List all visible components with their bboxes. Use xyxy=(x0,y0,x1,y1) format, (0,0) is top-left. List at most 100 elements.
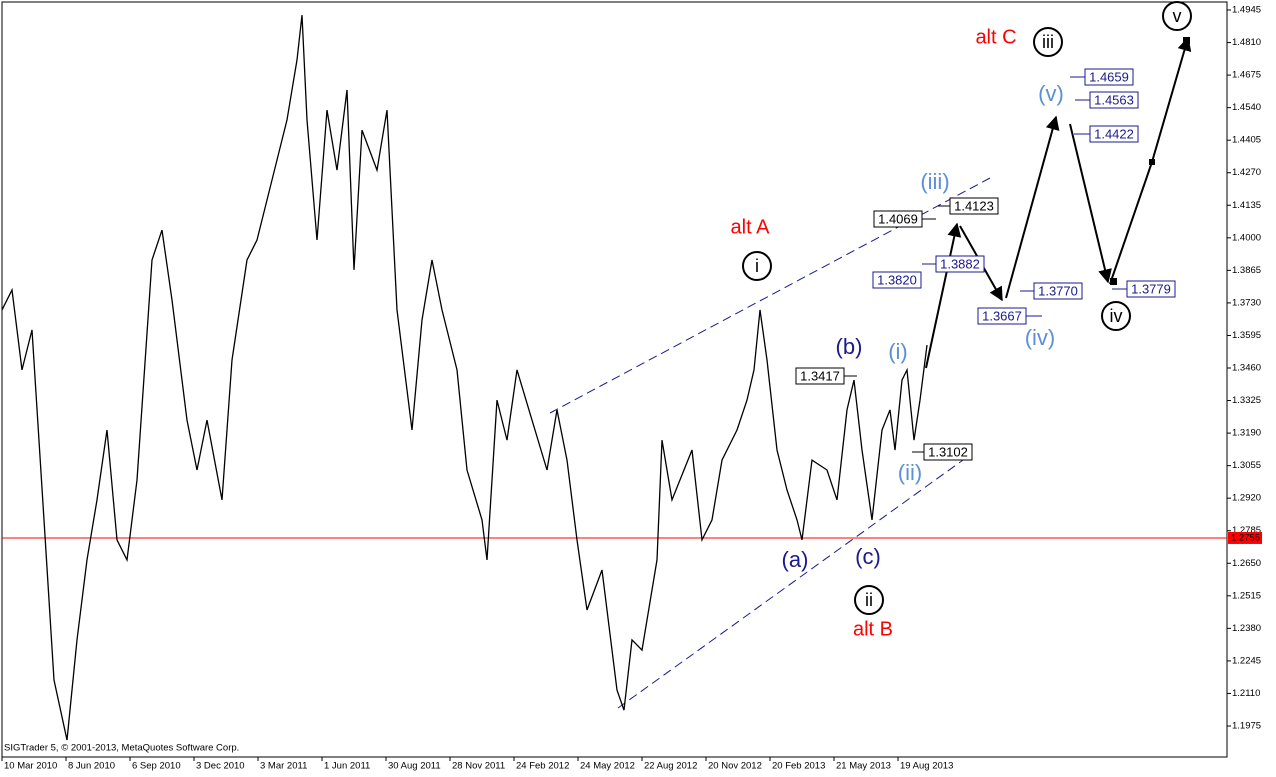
price-box xyxy=(873,210,923,228)
x-tick-label: 22 Aug 2012 xyxy=(644,761,697,772)
x-tick-label: 3 Mar 2011 xyxy=(260,761,307,772)
price-box xyxy=(872,271,922,289)
price-box-label: 1.3102 xyxy=(928,444,968,459)
watermark: SIGTrader 5, © 2001-2013, MetaQuotes Sof… xyxy=(4,743,239,754)
wave-circle xyxy=(742,251,772,281)
wave-label: (v) xyxy=(1038,81,1064,106)
y-tick-label: 1.2245 xyxy=(1232,655,1261,666)
y-tick-label: 1.2650 xyxy=(1232,558,1261,569)
price-box-label: 1.4422 xyxy=(1094,126,1134,141)
price-box-label: 1.4069 xyxy=(878,211,918,226)
price-box xyxy=(1033,282,1083,300)
price-box xyxy=(1089,125,1139,143)
wave-label: (iii) xyxy=(920,169,949,194)
arrow xyxy=(1069,123,1112,284)
arrow xyxy=(1005,115,1060,299)
wave-label: v xyxy=(1173,6,1182,26)
price-box-label: 1.4659 xyxy=(1089,69,1129,84)
y-tick-label: 1.4405 xyxy=(1232,135,1261,146)
x-tick-label: 1 Jun 2011 xyxy=(324,761,370,772)
y-tick-label: 1.4810 xyxy=(1232,37,1261,48)
y-tick-label: 1.3325 xyxy=(1232,395,1261,406)
y-tick-label: 1.3190 xyxy=(1232,428,1261,439)
wave-label: i xyxy=(755,256,759,276)
wave-label: (c) xyxy=(855,544,881,569)
price-box xyxy=(949,197,999,215)
price-box xyxy=(1089,91,1139,109)
price-box-label: 1.3882 xyxy=(940,256,980,271)
y-tick-label: 1.1975 xyxy=(1232,721,1261,732)
x-tick-label: 6 Sep 2010 xyxy=(132,761,181,772)
y-tick-label: 1.2110 xyxy=(1232,688,1260,699)
x-tick-label: 21 May 2013 xyxy=(836,761,891,772)
y-tick-label: 1.3865 xyxy=(1232,265,1261,276)
y-tick-label: 1.4675 xyxy=(1232,70,1261,81)
y-tick-label: 1.4135 xyxy=(1232,200,1261,211)
wave-label: alt A xyxy=(731,216,771,238)
y-tick-label: 1.3730 xyxy=(1232,297,1261,308)
x-tick-label: 30 Aug 2011 xyxy=(388,761,441,772)
plot-frame xyxy=(1,1,1228,758)
y-tick-label: 1.2515 xyxy=(1232,590,1261,601)
price-series xyxy=(1,15,928,741)
x-tick-label: 19 Aug 2013 xyxy=(900,761,953,772)
y-tick-label: 1.4270 xyxy=(1232,167,1261,178)
y-tick-label: 1.2920 xyxy=(1232,493,1261,504)
x-tick-label: 24 Feb 2012 xyxy=(516,761,569,772)
y-tick-label: 1.2785 xyxy=(1232,525,1261,536)
price-box xyxy=(977,307,1027,325)
waypoint xyxy=(1149,159,1155,165)
x-tick-label: 3 Dec 2010 xyxy=(196,761,245,772)
lower-channel xyxy=(617,454,971,709)
wave-label: iv xyxy=(1110,306,1123,326)
price-box-label: 1.4563 xyxy=(1094,92,1134,107)
x-tick-label: 28 Nov 2011 xyxy=(452,761,505,772)
waypoint xyxy=(1183,37,1190,44)
price-box-label: 1.3820 xyxy=(877,272,917,287)
price-box xyxy=(795,367,845,385)
y-tick-label: 1.4540 xyxy=(1232,102,1261,113)
wave-label: ii xyxy=(865,590,873,610)
waypoint xyxy=(1110,278,1117,285)
wave-label: alt B xyxy=(853,618,893,640)
wave-label: iii xyxy=(1042,32,1054,52)
price-line xyxy=(1,15,928,741)
price-box-label: 1.3667 xyxy=(982,308,1022,323)
wave-label: alt C xyxy=(975,26,1016,48)
x-tick-label: 20 Feb 2013 xyxy=(772,761,825,772)
level-label-box xyxy=(1228,531,1262,544)
price-box xyxy=(1084,68,1134,86)
wave-label: (b) xyxy=(836,334,863,359)
price-box xyxy=(1126,280,1176,298)
y-tick-label: 1.3595 xyxy=(1232,330,1261,341)
price-box-label: 1.3417 xyxy=(800,368,840,383)
y-tick-label: 1.4000 xyxy=(1232,232,1261,243)
wave-label: (iv) xyxy=(1025,325,1056,350)
price-box xyxy=(923,443,973,461)
price-box-label: 1.3770 xyxy=(1038,283,1078,298)
y-tick-label: 1.3055 xyxy=(1232,460,1261,471)
wave-circle xyxy=(1101,301,1131,331)
x-tick-label: 20 Nov 2012 xyxy=(708,761,762,772)
axes: 1.1975 1.2110 1.2245 1.2380 1.2515 1.2650 1.27… xyxy=(1,5,1262,772)
wave-circle xyxy=(1033,27,1063,57)
wave-circle xyxy=(1162,1,1192,31)
y-tick-label: 1.2380 xyxy=(1232,623,1261,634)
wave-label: (a) xyxy=(782,547,809,572)
arrow xyxy=(925,222,962,369)
price-box xyxy=(935,255,985,273)
wave-circle xyxy=(854,585,884,615)
price-box-label: 1.4123 xyxy=(954,198,994,213)
y-tick-label: 1.3460 xyxy=(1232,363,1261,374)
x-tick-label: 24 May 2012 xyxy=(580,761,635,772)
y-tick-label: 1.4945 xyxy=(1232,5,1261,16)
x-tick-label: 10 Mar 2010 xyxy=(4,761,57,772)
level-label: 1.2755 xyxy=(1231,532,1260,543)
x-tick-label: 8 Jun 2010 xyxy=(68,761,115,772)
wave-label: (ii) xyxy=(898,460,922,485)
price-box-label: 1.3779 xyxy=(1131,281,1171,296)
wave-label: (i) xyxy=(888,339,908,364)
